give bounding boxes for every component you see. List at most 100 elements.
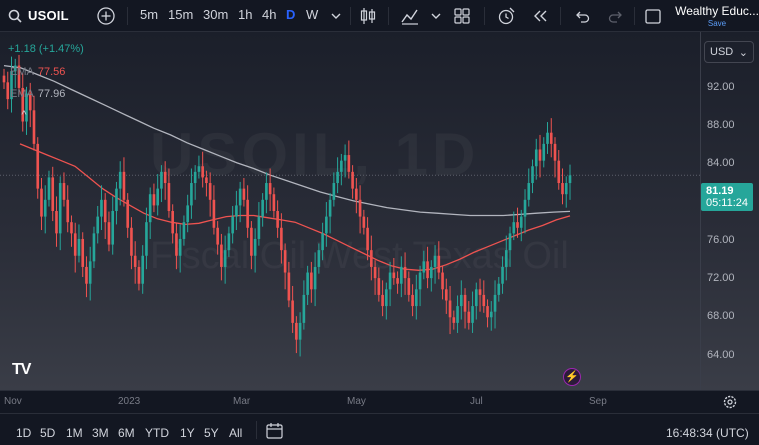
interval-5m[interactable]: 5m <box>140 7 159 22</box>
range-5y[interactable]: 5Y <box>204 426 219 440</box>
undo-icon[interactable] <box>572 6 592 26</box>
price-tick: 92.00 <box>707 81 735 93</box>
candle <box>126 193 130 238</box>
candle <box>321 222 324 261</box>
time-axis[interactable] <box>0 390 759 412</box>
candle <box>474 282 478 320</box>
candle <box>452 310 456 330</box>
candle <box>377 267 381 302</box>
compare-add-icon[interactable] <box>96 6 116 26</box>
candle <box>235 190 238 231</box>
alert-clock-icon[interactable] <box>496 6 516 26</box>
candle <box>25 86 28 135</box>
candlestick-chart[interactable] <box>0 32 700 390</box>
interval-1h[interactable]: 1h <box>238 7 253 22</box>
lightning-icon[interactable]: ⚡ <box>563 368 581 386</box>
range-6m[interactable]: 6M <box>118 426 135 440</box>
candle <box>160 165 163 203</box>
candle <box>343 144 347 178</box>
save-label[interactable]: Save <box>707 19 727 28</box>
candle <box>340 153 343 186</box>
candle <box>47 170 51 207</box>
ema-label: EMA <box>10 88 34 100</box>
candle <box>118 161 122 206</box>
candle <box>489 301 493 331</box>
collapse-legend-icon[interactable]: ^ <box>21 109 27 121</box>
range-3m[interactable]: 3M <box>92 426 109 440</box>
candle <box>36 137 40 199</box>
candle <box>96 205 100 244</box>
toolbar-divider <box>127 7 128 25</box>
candle <box>6 71 10 110</box>
chevron-down-icon[interactable] <box>326 6 346 26</box>
range-all[interactable]: All <box>229 426 243 440</box>
top-toolbar <box>0 0 759 32</box>
interval-30m[interactable]: 30m <box>203 7 229 22</box>
candle <box>538 134 542 178</box>
utc-clock[interactable]: 16:48:34 (UTC) <box>666 426 749 440</box>
candle <box>103 193 107 239</box>
currency-select[interactable]: USD ⌄ <box>704 41 754 63</box>
candle <box>467 301 471 330</box>
interval-1w[interactable]: W <box>306 7 319 22</box>
interval-4h[interactable]: 4h <box>262 7 277 22</box>
settings-gear-icon[interactable] <box>722 394 738 410</box>
redo-icon[interactable] <box>606 6 626 26</box>
candle <box>186 194 189 233</box>
range-1m[interactable]: 1M <box>66 426 83 440</box>
candle <box>43 185 47 234</box>
chevron-down-icon[interactable] <box>426 6 446 26</box>
layout-name[interactable]: Wealthy Educ... Save <box>674 4 759 28</box>
candle <box>261 193 264 227</box>
range-5d[interactable]: 5D <box>40 426 56 440</box>
candle <box>519 209 523 242</box>
replay-icon[interactable] <box>530 6 550 26</box>
layout-grid-icon[interactable] <box>452 6 472 26</box>
current-price-label: 81.19 05:11:24 <box>701 183 753 211</box>
candle <box>21 73 25 132</box>
candle <box>107 211 111 252</box>
symbol-search[interactable]: USOIL <box>8 8 69 23</box>
candle <box>471 291 474 333</box>
price-change: +1.18 (+1.47%) <box>8 43 84 55</box>
candle <box>298 312 302 357</box>
candle <box>77 224 81 263</box>
goto-date-icon[interactable] <box>265 422 285 440</box>
candle <box>253 228 257 273</box>
bar-countdown: 05:11:24 <box>706 197 749 209</box>
price-scale[interactable] <box>700 32 759 390</box>
ema-legend-slow[interactable]: EMA 77.96 <box>10 88 65 100</box>
ema-legend-fast[interactable]: EMA 77.56 <box>10 66 65 78</box>
candle <box>392 257 396 285</box>
interval-1d[interactable]: D <box>286 7 296 22</box>
bottom-toolbar <box>0 413 759 445</box>
candle <box>549 118 553 158</box>
candle <box>396 271 399 294</box>
candle <box>411 284 414 317</box>
candle <box>381 280 384 317</box>
candle <box>17 54 21 95</box>
candle <box>148 187 152 239</box>
price-tick: 64.00 <box>707 349 735 361</box>
candle <box>190 168 193 219</box>
time-tick: Nov <box>4 396 22 407</box>
candle <box>351 165 354 199</box>
candle <box>493 280 497 329</box>
candle <box>332 172 336 207</box>
indicators-icon[interactable] <box>400 6 420 26</box>
range-1y[interactable]: 1Y <box>180 426 195 440</box>
candles-chart-type-icon[interactable] <box>358 6 378 26</box>
range-1d[interactable]: 1D <box>16 426 32 440</box>
candle <box>92 226 96 269</box>
candle <box>55 196 58 247</box>
candle <box>268 168 272 211</box>
candle <box>2 68 6 90</box>
candle <box>512 211 516 241</box>
candle <box>205 170 208 197</box>
candle <box>531 159 534 194</box>
fullscreen-frame-icon[interactable] <box>643 6 663 26</box>
toolbar-divider <box>350 7 351 25</box>
range-ytd[interactable]: YTD <box>145 426 169 440</box>
candle <box>265 172 268 214</box>
interval-15m[interactable]: 15m <box>168 7 194 22</box>
